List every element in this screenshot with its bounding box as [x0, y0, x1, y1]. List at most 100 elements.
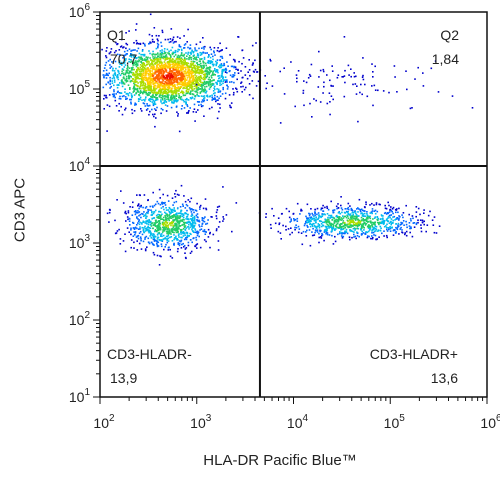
- event-dot: [199, 81, 202, 83]
- event-dot: [364, 206, 366, 209]
- event-dot: [211, 82, 213, 85]
- event-dot: [160, 245, 163, 248]
- event-dot: [228, 94, 231, 96]
- event-dot: [210, 75, 213, 77]
- event-dot: [159, 92, 161, 94]
- event-dot: [177, 86, 180, 88]
- event-dot: [210, 53, 213, 55]
- event-dot: [234, 59, 236, 61]
- event-dot: [196, 89, 198, 91]
- event-dot: [340, 229, 342, 231]
- event-dot: [209, 232, 211, 235]
- event-dot: [313, 217, 316, 220]
- event-dot: [205, 81, 208, 83]
- event-dot: [191, 230, 194, 232]
- event-dot: [153, 41, 155, 43]
- event-dot: [162, 226, 164, 229]
- event-dot: [174, 227, 177, 230]
- event-dot: [152, 79, 155, 82]
- event-dot: [232, 75, 235, 78]
- event-dot: [149, 57, 151, 59]
- event-dot: [144, 100, 146, 102]
- event-dot: [376, 216, 379, 219]
- event-dot: [349, 213, 352, 215]
- event-dot: [175, 189, 177, 192]
- event-dot: [177, 115, 179, 117]
- event-dot: [128, 30, 130, 32]
- event-dot: [185, 203, 188, 206]
- event-dot: [181, 58, 184, 61]
- event-dot: [134, 84, 137, 86]
- event-dot: [207, 236, 210, 238]
- event-dot: [187, 81, 190, 83]
- event-dot: [163, 77, 165, 80]
- event-dot: [151, 98, 154, 101]
- event-dot: [181, 215, 184, 218]
- event-dot: [187, 53, 189, 55]
- event-dot: [156, 244, 159, 246]
- event-dot: [219, 84, 221, 86]
- event-dot: [135, 42, 138, 45]
- event-dot: [173, 85, 176, 87]
- event-dot: [166, 219, 168, 222]
- event-dot: [374, 223, 376, 226]
- event-dot: [203, 95, 206, 97]
- event-dot: [379, 229, 381, 232]
- event-dot: [155, 239, 157, 242]
- event-dot: [311, 218, 313, 221]
- event-dot: [198, 220, 200, 222]
- event-dot: [136, 224, 138, 226]
- event-dot: [147, 88, 150, 90]
- event-dot: [139, 64, 142, 66]
- event-dot: [203, 76, 205, 79]
- event-dot: [138, 211, 141, 213]
- event-dot: [199, 79, 202, 81]
- event-dot: [359, 209, 362, 212]
- event-dot: [217, 90, 220, 92]
- event-dot: [131, 214, 134, 216]
- event-dot: [184, 71, 186, 73]
- event-dot: [153, 59, 156, 61]
- event-dot: [289, 221, 291, 223]
- event-dot: [124, 250, 127, 253]
- event-dot: [174, 96, 176, 99]
- event-dot: [186, 105, 189, 108]
- event-dot: [357, 211, 359, 213]
- event-dot: [180, 91, 182, 94]
- event-dot: [350, 75, 352, 78]
- event-dot: [132, 72, 135, 75]
- event-dot: [177, 87, 180, 89]
- event-dot: [320, 229, 322, 232]
- event-dot: [328, 221, 331, 224]
- event-dot: [207, 228, 210, 231]
- event-dot: [209, 60, 211, 62]
- event-dot: [356, 223, 359, 225]
- event-dot: [233, 81, 235, 84]
- event-dot: [160, 60, 162, 63]
- event-dot: [346, 208, 348, 210]
- event-dot: [167, 96, 169, 98]
- event-dot: [152, 64, 155, 66]
- event-dot: [229, 106, 232, 108]
- event-dot: [392, 216, 394, 218]
- event-dot: [112, 69, 114, 72]
- event-dot: [360, 212, 362, 215]
- event-dot: [177, 248, 179, 250]
- event-dot: [229, 54, 231, 56]
- event-dot: [387, 227, 390, 229]
- event-dot: [174, 95, 176, 97]
- event-dot: [216, 61, 218, 64]
- event-dot: [113, 90, 115, 93]
- event-dot: [397, 224, 399, 227]
- event-dot: [173, 84, 176, 86]
- event-dot: [174, 88, 177, 91]
- event-dot: [168, 53, 170, 55]
- event-dot: [145, 79, 148, 82]
- event-dot: [140, 68, 143, 71]
- event-dot: [364, 219, 366, 222]
- event-dot: [172, 96, 174, 99]
- event-dot: [174, 222, 176, 225]
- event-dot: [177, 77, 180, 79]
- event-dot: [207, 66, 210, 69]
